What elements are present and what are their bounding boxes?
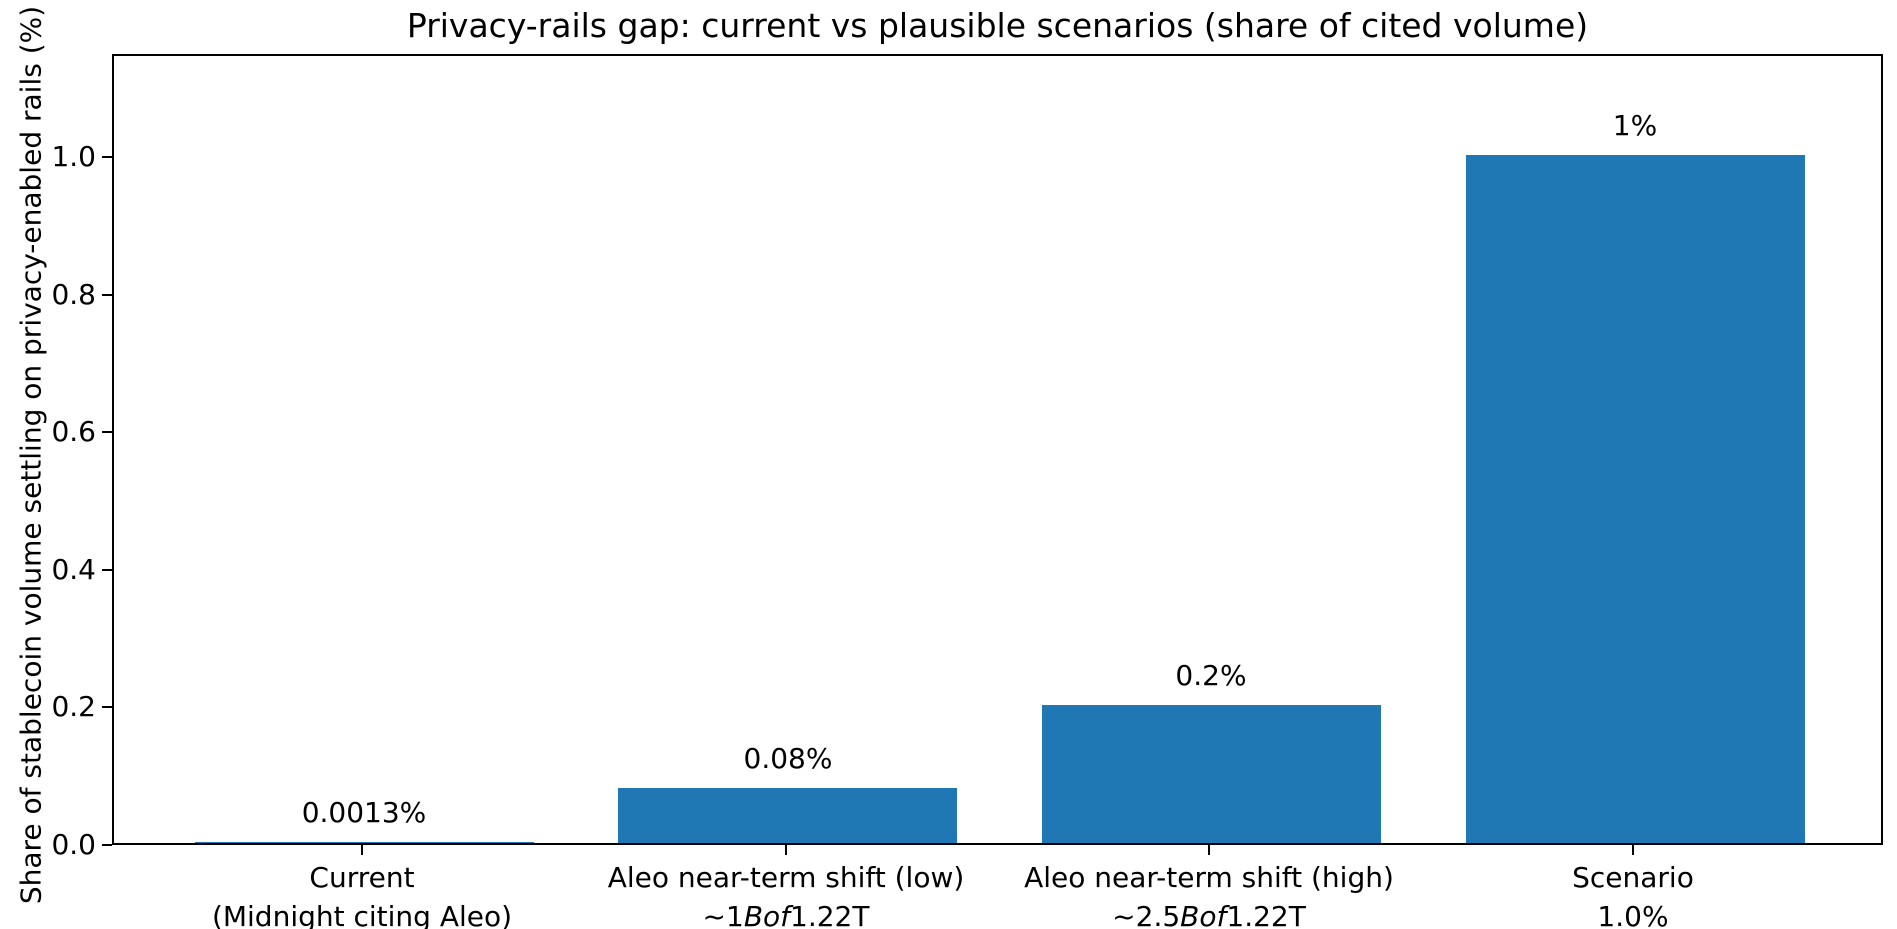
x-tick-label-line: ~1Bof1.22T [486,897,1086,929]
x-tick-label-segment: (Midnight citing Aleo) [211,900,513,929]
x-tick-label-segment: ~1 [702,900,744,929]
x-tick-label-italic-segment: Bof [743,900,791,929]
x-tick-label: Aleo near-term shift (low) ~1Bof1.22T [486,858,1086,929]
y-tick-mark [102,431,112,433]
x-tick-label-line: Current [62,858,662,897]
x-tick-label-line: Scenario [1333,858,1897,897]
y-tick-label: 0.2 [51,690,96,723]
x-tick-label-segment: Current [309,861,415,894]
x-tick-label-segment: 1.0% [1597,900,1669,929]
x-tick-mark [361,845,363,855]
x-tick-label-italic-segment: Bof [1180,900,1227,929]
x-tick-label: Scenario 1.0% [1333,858,1897,929]
bar [618,788,957,843]
x-tick-label-line: ~2.5Bof1.22T [909,897,1509,929]
x-tick-mark [1208,845,1210,855]
x-tick-label-line: 1.0% [1333,897,1897,929]
bar [195,842,534,843]
bar [1042,705,1381,843]
bar-value-label: 0.08% [743,742,833,775]
x-tick-label-segment: 1.22T [1226,900,1306,929]
y-tick-mark [102,569,112,571]
x-tick-label: Aleo near-term shift (high) ~2.5Bof1.22T [909,858,1509,929]
y-tick-mark [102,706,112,708]
y-tick-label: 0.0 [51,828,96,861]
y-tick-label: 0.4 [51,553,96,586]
x-tick-label-line: Aleo near-term shift (low) [486,858,1086,897]
y-tick-label: 0.8 [51,278,96,311]
x-tick-label-segment: ~2.5 [1112,900,1181,929]
y-tick-label: 0.6 [51,415,96,448]
y-tick-label: 1.0 [51,140,96,173]
y-tick-mark [102,294,112,296]
bar-value-label: 1% [1612,109,1658,142]
x-tick-label-segment: Aleo near-term shift (low) [607,861,965,894]
x-tick-label-line: (Midnight citing Aleo) [62,897,662,929]
y-tick-mark [102,844,112,846]
x-tick-label-segment: 1.22T [790,900,870,929]
x-tick-label-segment: Scenario [1572,861,1694,894]
x-tick-label-line: Aleo near-term shift (high) [909,858,1509,897]
bar-value-label: 0.2% [1175,659,1247,692]
bar-value-label: 0.0013% [301,796,427,829]
x-tick-mark [785,845,787,855]
x-tick-label-segment: Aleo near-term shift (high) [1024,861,1394,894]
chart-title: Privacy-rails gap: current vs plausible … [406,6,1589,45]
plot-area: 0.0013% 0.08% 0.2% 1% [112,54,1883,845]
x-tick-mark [1632,845,1634,855]
y-tick-mark [102,156,112,158]
bar [1466,155,1805,843]
x-tick-label: Current (Midnight citing Aleo) [62,858,662,929]
